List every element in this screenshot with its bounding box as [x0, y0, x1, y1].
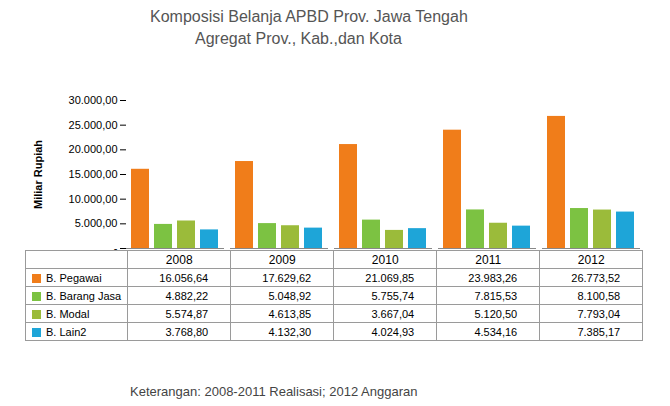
- html-text:B. Barang Jasa: B. Barang Jasa: [46, 289, 122, 302]
- html-text:4.534,16: 4.534,16: [474, 325, 518, 338]
- html-text:4.613,85: 4.613,85: [268, 307, 312, 320]
- svg-text:5.000,00: 5.000,00: [75, 217, 118, 229]
- html-text:2008: 2008: [165, 252, 193, 267]
- html-text:21.069,85: 21.069,85: [365, 271, 415, 284]
- svg-text:15.000,00: 15.000,00: [69, 168, 118, 180]
- svg-text:30.000,00: 30.000,00: [69, 94, 118, 106]
- html-text:7.815,53: 7.815,53: [474, 289, 518, 302]
- html-text:5.120,50: 5.120,50: [474, 307, 518, 320]
- svg-text:Miliar Rupiah: Miliar Rupiah: [32, 140, 44, 209]
- html-text:2010: 2010: [371, 252, 399, 267]
- html-text:Agregat Prov., Kab.,dan Kota: Agregat Prov., Kab.,dan Kota: [195, 30, 402, 47]
- html-text:2012: 2012: [577, 252, 605, 267]
- html-text:5.048,92: 5.048,92: [268, 289, 312, 302]
- html-text:16.056,64: 16.056,64: [159, 271, 209, 284]
- html-text:4.024,93: 4.024,93: [371, 325, 415, 338]
- html-text:Komposisi Belanja APBD Prov. J: Komposisi Belanja APBD Prov. Jawa Tengah: [150, 8, 468, 25]
- html-text:B. Modal: B. Modal: [46, 307, 90, 320]
- html-text:Keterangan: 2008-2011 Realisas: Keterangan: 2008-2011 Realisasi; 2012 An…: [130, 384, 418, 399]
- html-text:7.385,17: 7.385,17: [577, 325, 621, 338]
- html-text:5.574,87: 5.574,87: [165, 307, 209, 320]
- html-text:2009: 2009: [268, 252, 296, 267]
- html-text:B. Lain2: B. Lain2: [46, 325, 87, 338]
- html-text:23.983,26: 23.983,26: [468, 271, 518, 284]
- html-text:17.629,62: 17.629,62: [262, 271, 312, 284]
- html-text:4.882,22: 4.882,22: [165, 289, 209, 302]
- svg-text:25.000,00: 25.000,00: [69, 119, 118, 131]
- html-text:5.755,74: 5.755,74: [371, 289, 415, 302]
- svg-text:20.000,00: 20.000,00: [69, 143, 118, 155]
- html-text:26.773,52: 26.773,52: [571, 271, 621, 284]
- html-text:8.100,58: 8.100,58: [577, 289, 621, 302]
- svg-text:10.000,00: 10.000,00: [69, 193, 118, 205]
- html-text:2011: 2011: [475, 252, 502, 267]
- html-text:4.132,30: 4.132,30: [268, 325, 312, 338]
- html-text:B. Pegawai: B. Pegawai: [46, 271, 102, 284]
- html-text:3.667,04: 3.667,04: [371, 307, 415, 320]
- html-text:3.768,80: 3.768,80: [165, 325, 209, 338]
- html-text:7.793,04: 7.793,04: [577, 307, 621, 320]
